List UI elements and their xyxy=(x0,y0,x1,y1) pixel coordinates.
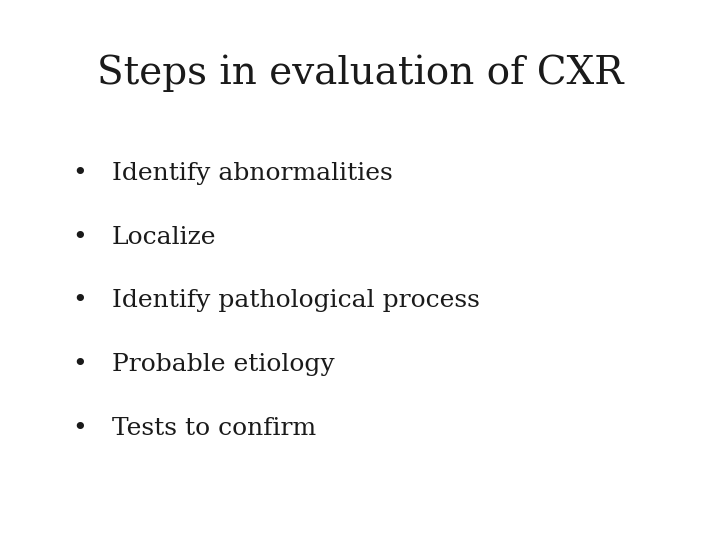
Text: Identify abnormalities: Identify abnormalities xyxy=(112,162,392,185)
Text: Localize: Localize xyxy=(112,226,216,249)
Text: Probable etiology: Probable etiology xyxy=(112,353,334,376)
Text: Steps in evaluation of CXR: Steps in evaluation of CXR xyxy=(96,54,624,91)
Text: •: • xyxy=(72,162,86,185)
Text: •: • xyxy=(72,226,86,249)
Text: Identify pathological process: Identify pathological process xyxy=(112,289,480,313)
Text: Tests to confirm: Tests to confirm xyxy=(112,417,316,440)
Text: •: • xyxy=(72,353,86,376)
Text: •: • xyxy=(72,417,86,440)
Text: •: • xyxy=(72,289,86,313)
